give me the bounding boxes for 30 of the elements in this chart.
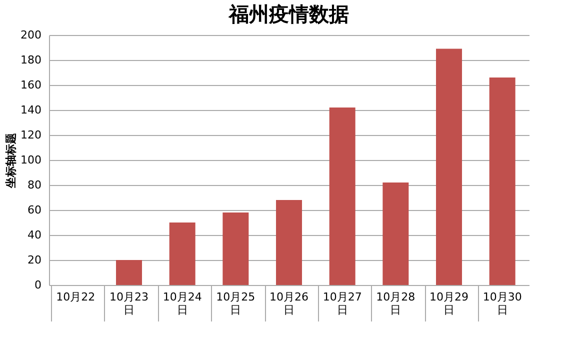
- x-tick-label: 10月22: [56, 290, 96, 304]
- y-tick-label: 60: [28, 204, 42, 216]
- y-axis-title: 坐标轴标题: [4, 133, 18, 189]
- bar: [222, 212, 249, 285]
- x-tick-label: 10月27日: [322, 290, 362, 316]
- bar: [489, 78, 516, 285]
- y-tick-label: 160: [20, 78, 42, 92]
- bar: [382, 182, 409, 285]
- bar: [116, 260, 142, 285]
- x-tick-label: 10月30日: [482, 290, 522, 316]
- bar: [276, 200, 302, 285]
- chart-title: 福州疫情数据: [228, 2, 349, 26]
- y-tick-label: 40: [28, 228, 42, 242]
- y-tick-label: 200: [20, 28, 42, 42]
- y-tick-label: 180: [20, 54, 42, 66]
- x-tick-label: 10月24日: [162, 290, 202, 316]
- y-tick-label: 100: [20, 154, 42, 166]
- x-tick-label: 10月28日: [376, 290, 416, 316]
- bar: [436, 48, 462, 285]
- x-tick-label: 10月23日: [110, 290, 148, 316]
- x-tick-label: 10月26日: [270, 290, 308, 316]
- y-tick-label: 120: [20, 128, 42, 142]
- y-tick-label: 80: [28, 178, 42, 192]
- y-tick-label: 140: [20, 104, 42, 116]
- bar: [329, 108, 356, 285]
- y-tick-label: 20: [28, 254, 42, 266]
- x-tick-label: 10月29日: [430, 290, 468, 316]
- x-tick-label: 10月25日: [216, 290, 256, 316]
- y-tick-label: 0: [34, 278, 42, 292]
- bar: [169, 222, 196, 285]
